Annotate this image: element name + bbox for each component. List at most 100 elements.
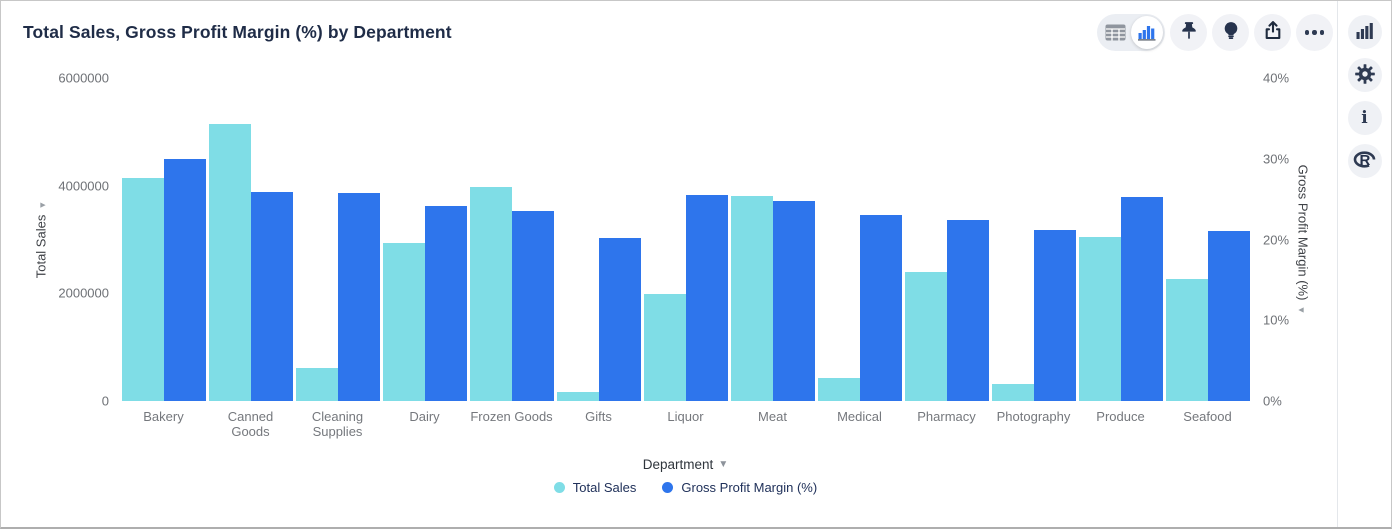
bar-group [294,78,381,401]
bar-total-sales[interactable] [1165,278,1208,401]
bar-gross-profit-margin[interactable] [772,200,815,401]
left-axis-ticks: 0 2000000 4000000 6000000 [1,71,109,409]
more-options-button[interactable] [1296,14,1333,51]
bar-total-sales[interactable] [208,123,251,401]
bar-group [207,78,294,401]
x-tick-label: Frozen Goods [470,409,553,424]
axis-arrow-icon: ▼ [1296,305,1307,315]
bar-group [1077,78,1164,401]
page-title: Total Sales, Gross Profit Margin (%) by … [23,22,452,42]
legend-item[interactable]: Gross Profit Margin (%) [662,480,817,495]
toolbar [1097,14,1333,51]
x-tick-label: Canned Goods [227,409,274,440]
x-tick-label: Produce [1096,409,1145,424]
export-button[interactable] [1254,14,1291,51]
pin-button[interactable] [1170,14,1207,51]
bar-total-sales[interactable] [121,177,164,401]
pin-icon [1177,19,1201,46]
y-tick-label: 40% [1263,70,1290,86]
right-axis-ticks: 0% 10% 20% 30% 40% [1263,71,1333,409]
bar-gross-profit-margin[interactable] [1033,229,1076,401]
chart-view-icon[interactable] [1131,16,1163,49]
bar-group [990,78,1077,401]
view-toggle[interactable] [1097,14,1165,51]
bar-total-sales[interactable] [730,196,773,401]
right-axis-title: Gross Profit Margin (%)▼ [1295,164,1311,315]
bar-chart-icon [1355,22,1375,43]
y-tick-label: 0 [101,393,109,409]
y-tick-label: 4000000 [58,178,109,194]
bar-group [120,78,207,401]
y-tick-label: 20% [1263,232,1290,247]
settings-button[interactable] [1347,58,1382,92]
legend-label: Total Sales [572,480,637,495]
x-axis-title-row: Department ▼ [120,456,1251,474]
table-view-icon[interactable] [1099,16,1131,49]
bar-total-sales[interactable] [556,392,599,401]
bar-gross-profit-margin[interactable] [511,211,554,401]
x-tick-label: Medical [837,409,882,424]
x-tick-label: Bakery [143,409,184,424]
bar-gross-profit-margin[interactable] [163,158,206,401]
bar-total-sales[interactable] [469,187,512,401]
bar-group [642,78,729,401]
bar-gross-profit-margin[interactable] [1120,196,1163,401]
ellipsis-icon [1304,30,1325,35]
bar-group [729,78,816,401]
bar-group [381,78,468,401]
legend-dot-icon [662,482,674,493]
plot-area [120,78,1251,401]
y-tick-label: 30% [1263,151,1290,167]
info-button[interactable]: i [1347,101,1382,135]
bar-group [1164,78,1251,401]
bar-total-sales[interactable] [991,383,1034,401]
chart-options-button[interactable] [1347,15,1382,49]
bar-total-sales[interactable] [295,368,338,401]
bar-gross-profit-margin[interactable] [1207,231,1250,401]
share-export-icon [1261,19,1285,46]
bar-gross-profit-margin[interactable] [946,220,989,401]
legend: Total Sales Gross Profit Margin (%) [120,480,1251,495]
x-tick-label: Pharmacy [917,409,976,424]
bar-group [903,78,990,401]
bar-gross-profit-margin[interactable] [250,191,293,401]
r-logo-button[interactable]: R [1347,144,1382,178]
x-tick-label: Liquor [667,409,704,424]
gear-icon [1353,62,1377,89]
chevron-down-icon: ▼ [718,459,729,470]
legend-item[interactable]: Total Sales [553,480,637,495]
bar-total-sales[interactable] [382,243,425,401]
bar-total-sales[interactable] [1078,237,1121,401]
x-tick-label: Cleaning Supplies [311,409,364,440]
insights-button[interactable] [1212,14,1249,51]
x-tick-label: Seafood [1183,409,1232,424]
legend-dot-icon [553,482,565,493]
x-axis-field-dropdown[interactable]: Department ▼ [642,457,729,472]
bar-group [468,78,555,401]
bar-gross-profit-margin[interactable] [859,215,902,401]
r-logo-icon: R [1352,149,1378,173]
y-tick-label: 10% [1263,312,1290,328]
lightbulb-icon [1219,19,1243,46]
x-tick-label: Photography [996,409,1071,424]
bar-gross-profit-margin[interactable] [337,192,380,401]
x-tick-label: Gifts [585,409,612,424]
x-tick-label: Meat [758,409,787,424]
bar-gross-profit-margin[interactable] [424,205,467,401]
side-rail: i R [1337,1,1391,527]
info-icon: i [1361,107,1368,128]
y-tick-label: 6000000 [58,70,109,86]
bar-group [555,78,642,401]
bar-total-sales[interactable] [643,294,686,401]
x-tick-label: Dairy [409,409,440,424]
y-tick-label: 0% [1263,393,1282,409]
bar-gross-profit-margin[interactable] [685,195,728,401]
x-axis-labels: Bakery Canned Goods Cleaning Supplies Dairy… [120,409,1251,440]
legend-label: Gross Profit Margin (%) [681,480,818,495]
bar-total-sales[interactable] [904,271,947,401]
bar-gross-profit-margin[interactable] [598,237,641,401]
y-tick-label: 2000000 [58,285,109,301]
bar-total-sales[interactable] [817,377,860,401]
bar-group [816,78,903,401]
